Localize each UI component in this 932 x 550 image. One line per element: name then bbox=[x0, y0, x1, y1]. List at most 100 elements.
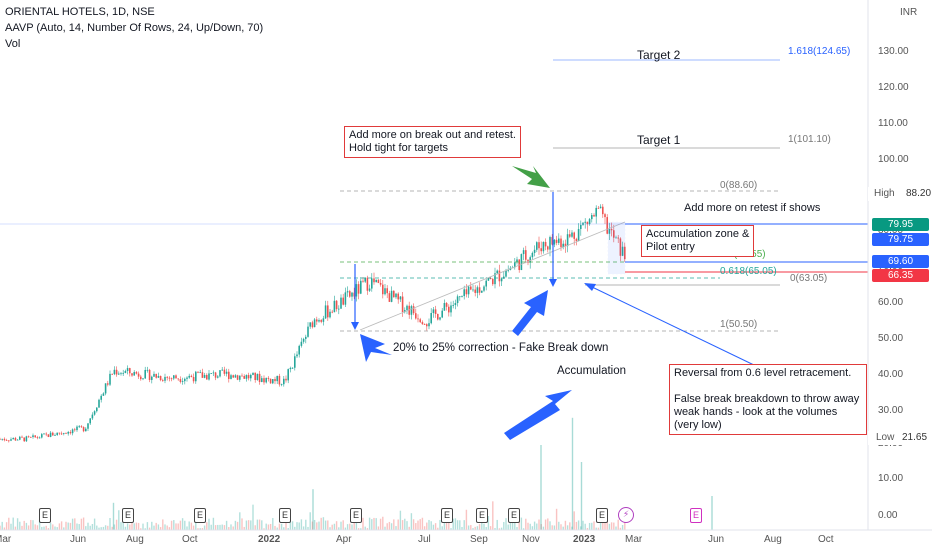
volume-bar bbox=[43, 526, 45, 530]
candle-body bbox=[448, 306, 450, 313]
volume-bar bbox=[384, 526, 386, 530]
candle-body bbox=[285, 378, 287, 381]
time-tick-label: Jun bbox=[70, 534, 87, 545]
correction-note: 20% to 25% correction - Fake Break down bbox=[393, 342, 609, 354]
candle-body bbox=[333, 300, 336, 313]
earnings-marker[interactable]: E bbox=[508, 508, 520, 523]
candle-body bbox=[562, 243, 564, 248]
time-tick-label: Sep bbox=[470, 534, 488, 545]
candle-body bbox=[146, 369, 149, 371]
volume-bar bbox=[333, 523, 336, 530]
volume-bar bbox=[549, 521, 551, 530]
split-event-icon[interactable]: ⚡ bbox=[618, 507, 634, 523]
candle-body bbox=[608, 229, 611, 234]
candle-body bbox=[613, 230, 615, 238]
indicator-legend[interactable]: AAVP (Auto, 14, Number Of Rows, 24, Up/D… bbox=[5, 22, 264, 34]
earnings-marker[interactable]: E bbox=[194, 508, 206, 523]
reversal-note: Reversal from 0.6 level retracement. Fal… bbox=[669, 364, 867, 435]
volume-bar bbox=[85, 526, 87, 530]
volume-bar bbox=[613, 522, 615, 530]
volume-bar bbox=[177, 523, 179, 530]
volume-bar bbox=[492, 501, 494, 530]
volume-bar bbox=[283, 527, 285, 530]
candle-body bbox=[597, 207, 600, 209]
candle-body bbox=[573, 232, 575, 239]
earnings-marker[interactable]: E bbox=[441, 508, 453, 523]
target1-label: Target 1 bbox=[637, 133, 681, 147]
candle-body bbox=[23, 437, 25, 442]
volume-bar bbox=[56, 527, 58, 530]
candle-body bbox=[456, 296, 459, 304]
candle-body bbox=[529, 257, 531, 263]
time-tick-label: Mar bbox=[0, 534, 12, 545]
candle-body bbox=[118, 373, 120, 375]
candle-body bbox=[272, 379, 274, 384]
earnings-marker[interactable]: E bbox=[279, 508, 291, 523]
candle-body bbox=[157, 375, 160, 378]
candle-body bbox=[179, 379, 182, 382]
candle-body bbox=[536, 242, 538, 250]
volume-bar bbox=[511, 519, 514, 530]
candle-body bbox=[219, 370, 221, 377]
candle-body bbox=[41, 434, 43, 438]
volume-bar bbox=[379, 518, 382, 530]
candle-body bbox=[192, 376, 195, 382]
candle-body bbox=[177, 378, 179, 380]
candle-body bbox=[533, 249, 536, 253]
volume-bar bbox=[76, 523, 78, 530]
volume-bar bbox=[318, 521, 320, 530]
volume-bar bbox=[272, 518, 274, 530]
earnings-marker[interactable]: E bbox=[122, 508, 134, 523]
candle-body bbox=[406, 305, 408, 311]
volume-bar bbox=[164, 524, 166, 530]
candle-body bbox=[327, 305, 329, 318]
volume-bar bbox=[115, 519, 118, 530]
candle-body bbox=[353, 292, 355, 297]
candle-body bbox=[443, 302, 446, 311]
candle-body bbox=[604, 214, 606, 218]
candle-body bbox=[203, 374, 206, 378]
candle-body bbox=[65, 432, 67, 434]
volume-legend[interactable]: Vol bbox=[5, 38, 21, 50]
candle-body bbox=[586, 221, 589, 225]
volume-bar bbox=[608, 523, 611, 530]
candle-body bbox=[426, 324, 428, 327]
candle-body bbox=[10, 439, 12, 441]
candle-body bbox=[190, 375, 193, 377]
volume-bar bbox=[487, 516, 490, 530]
candle-body bbox=[43, 433, 45, 435]
volume-bar bbox=[509, 521, 512, 530]
retest-note: Add more on retest if shows bbox=[684, 202, 821, 214]
volume-bar bbox=[599, 519, 602, 530]
candle-body bbox=[382, 284, 384, 295]
candle-body bbox=[439, 317, 441, 320]
volume-bar bbox=[27, 525, 30, 530]
candle-body bbox=[296, 354, 298, 357]
candle-body bbox=[217, 376, 219, 378]
breakout-note-line2: Hold tight for targets bbox=[349, 142, 449, 154]
candle-body bbox=[175, 375, 177, 379]
volume-bar bbox=[542, 526, 545, 530]
candle-body bbox=[256, 373, 259, 381]
volume-bar bbox=[538, 519, 540, 530]
candle-body bbox=[520, 254, 523, 271]
candle-body bbox=[485, 280, 487, 287]
volume-bar bbox=[342, 520, 344, 530]
volume-bar bbox=[434, 523, 437, 530]
upcoming-earnings-marker[interactable]: E bbox=[690, 508, 702, 523]
candle-body bbox=[85, 428, 87, 432]
volume-bar bbox=[355, 519, 358, 530]
candle-body bbox=[551, 237, 553, 245]
earnings-marker[interactable]: E bbox=[476, 508, 488, 523]
earnings-marker[interactable]: E bbox=[596, 508, 608, 523]
volume-bar bbox=[432, 524, 435, 530]
candle-body bbox=[417, 318, 419, 320]
volume-bar bbox=[54, 526, 56, 530]
earnings-marker[interactable]: E bbox=[39, 508, 51, 523]
candle-body bbox=[397, 293, 399, 300]
volume-bar bbox=[100, 527, 102, 530]
volume-bar bbox=[327, 520, 329, 530]
volume-bar bbox=[485, 527, 487, 530]
earnings-marker[interactable]: E bbox=[350, 508, 362, 523]
